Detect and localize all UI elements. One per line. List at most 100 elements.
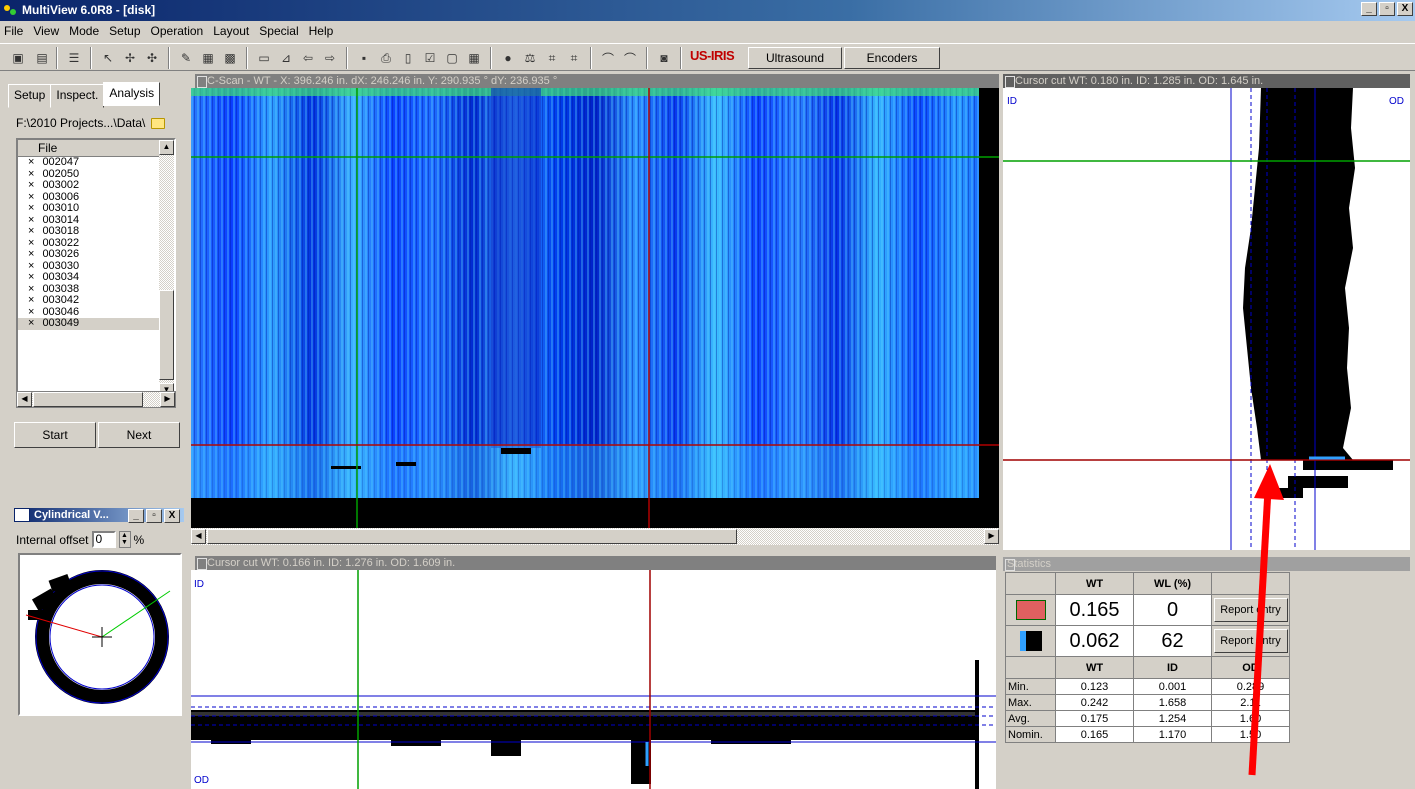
- file-list[interactable]: File × 002047 × 002050 × 003002 × 003006 × 003010…: [16, 138, 176, 400]
- checkbox-icon[interactable]: ☑: [424, 51, 436, 65]
- cyl-maximize-button[interactable]: ▫: [146, 509, 162, 523]
- list-item[interactable]: × 003042: [18, 294, 164, 307]
- list-item[interactable]: × 002047: [18, 156, 164, 169]
- ruler-icon[interactable]: ▭: [258, 51, 270, 65]
- close-button[interactable]: X: [1397, 2, 1413, 16]
- next-button[interactable]: Next: [98, 422, 180, 448]
- measure-icon[interactable]: ⊿: [280, 51, 292, 65]
- zoom-icon[interactable]: ✣: [146, 51, 158, 65]
- list-item[interactable]: × 003049: [18, 317, 164, 330]
- cursor-cross-icon[interactable]: [1005, 594, 1056, 626]
- horizontal-cursor-cut[interactable]: ID OD: [191, 570, 996, 789]
- grid-icon[interactable]: ▩: [224, 51, 236, 65]
- list-item[interactable]: × 003034: [18, 271, 164, 284]
- menu-help[interactable]: Help: [308, 24, 334, 38]
- scroll-left-icon[interactable]: ◀: [17, 392, 32, 407]
- file-column-header[interactable]: File: [18, 140, 164, 157]
- stat-cell: 0.165: [1055, 726, 1134, 743]
- offset-input[interactable]: 0: [91, 531, 116, 548]
- separator: [56, 47, 58, 69]
- encoders-button[interactable]: Encoders: [844, 47, 940, 69]
- stat-cell: 1.170: [1133, 726, 1212, 743]
- palette-icon[interactable]: ▦: [202, 51, 214, 65]
- list-item[interactable]: × 003026: [18, 248, 164, 261]
- list-icon[interactable]: ☰: [68, 51, 80, 65]
- wave-b-icon[interactable]: ⌒: [623, 51, 636, 66]
- file-name: 003034: [42, 271, 80, 283]
- move-icon[interactable]: ✢: [124, 51, 136, 65]
- cursor-icon[interactable]: ↖: [102, 51, 114, 65]
- separator: [246, 47, 248, 69]
- document-icon[interactable]: ▯: [404, 51, 412, 65]
- hscroll-thumb[interactable]: [33, 392, 143, 407]
- list-item[interactable]: × 003006: [18, 191, 164, 204]
- list-item[interactable]: × 003038: [18, 283, 164, 296]
- app-icon: [4, 5, 16, 15]
- layout-b-icon[interactable]: ▤: [36, 51, 48, 65]
- menu-layout[interactable]: Layout: [213, 24, 250, 38]
- separator: [346, 47, 348, 69]
- cyl-minimize-button[interactable]: _: [128, 509, 144, 523]
- scan-b-icon[interactable]: ⌗: [570, 50, 578, 65]
- cscan-hscroll[interactable]: ◀ ▶: [191, 528, 999, 545]
- back-arrow-icon[interactable]: ⇦: [302, 51, 314, 65]
- list-item[interactable]: × 003030: [18, 260, 164, 273]
- us-iris-button[interactable]: US-IRIS: [690, 48, 735, 63]
- tab-inspect[interactable]: Inspect.: [50, 84, 105, 108]
- minimize-button[interactable]: _: [1361, 2, 1377, 16]
- cyl-close-button[interactable]: X: [164, 509, 180, 523]
- tab-setup[interactable]: Setup: [8, 84, 52, 108]
- menu-special[interactable]: Special: [259, 24, 299, 38]
- menu-file[interactable]: File: [4, 24, 24, 38]
- layout-a-icon[interactable]: ▣: [12, 51, 24, 65]
- scan-a-icon[interactable]: ⌗: [548, 50, 556, 65]
- list-item[interactable]: × 003046: [18, 306, 164, 319]
- list-item[interactable]: × 002050: [18, 168, 164, 181]
- start-button[interactable]: Start: [14, 422, 96, 448]
- list-item[interactable]: × 003018: [18, 225, 164, 238]
- list-item[interactable]: × 003002: [18, 179, 164, 192]
- save-icon[interactable]: ▪: [361, 51, 367, 65]
- col2-wt: WT: [1055, 656, 1134, 679]
- list-item[interactable]: × 003022: [18, 237, 164, 250]
- scroll-up-icon[interactable]: ▲: [159, 140, 174, 155]
- menu-setup[interactable]: Setup: [109, 24, 141, 38]
- row-label: Max.: [1005, 694, 1056, 711]
- offset-label: Internal offset: [16, 532, 89, 547]
- print-icon[interactable]: ⎙: [381, 50, 391, 65]
- vertical-cursor-cut[interactable]: ID OD: [1003, 88, 1410, 550]
- scroll-right-icon[interactable]: ▶: [160, 392, 175, 407]
- file-list-hscroll[interactable]: ◀ ▶: [16, 391, 176, 408]
- row2-wl: 62: [1133, 625, 1212, 657]
- cylindrical-plot[interactable]: [18, 553, 182, 716]
- folder-icon[interactable]: [151, 117, 166, 129]
- list-item[interactable]: × 003014: [18, 214, 164, 227]
- camera-icon[interactable]: ◙: [660, 51, 668, 65]
- maximize-button[interactable]: ▫: [1379, 2, 1395, 16]
- wave-a-icon[interactable]: ⌒: [601, 51, 614, 66]
- report-entry-button-2[interactable]: Report entry: [1213, 629, 1288, 653]
- cscan-plot[interactable]: [191, 88, 999, 528]
- list-item[interactable]: × 003010: [18, 202, 164, 215]
- min-cursor-icon[interactable]: [1005, 625, 1056, 657]
- scroll-thumb[interactable]: [159, 290, 174, 380]
- balance-icon[interactable]: ⚖: [524, 51, 536, 65]
- pencil-icon[interactable]: ✎: [180, 51, 192, 65]
- forward-arrow-icon[interactable]: ⇨: [324, 51, 336, 65]
- menu-operation[interactable]: Operation: [150, 24, 204, 38]
- annotation-arrow-icon: [1248, 464, 1284, 776]
- tab-analysis[interactable]: Analysis: [103, 82, 161, 106]
- cscan-scroll-left-icon[interactable]: ◀: [191, 529, 206, 544]
- cscan-hscroll-thumb[interactable]: [207, 529, 737, 544]
- file-list-scrollbar[interactable]: ▲ ▼: [159, 140, 174, 398]
- stats-header: Statistics: [1003, 557, 1410, 571]
- probe-icon[interactable]: ●: [504, 51, 512, 65]
- report-entry-button-1[interactable]: Report entry: [1213, 598, 1288, 622]
- ultrasound-button[interactable]: Ultrasound: [748, 47, 842, 69]
- menu-view[interactable]: View: [33, 24, 60, 38]
- page-icon[interactable]: ▢: [446, 51, 458, 65]
- menu-mode[interactable]: Mode: [69, 24, 100, 38]
- cscan-scroll-right-icon[interactable]: ▶: [984, 529, 999, 544]
- offset-spinner[interactable]: ▲ ▼: [118, 531, 131, 548]
- table-icon[interactable]: ▦: [468, 51, 480, 65]
